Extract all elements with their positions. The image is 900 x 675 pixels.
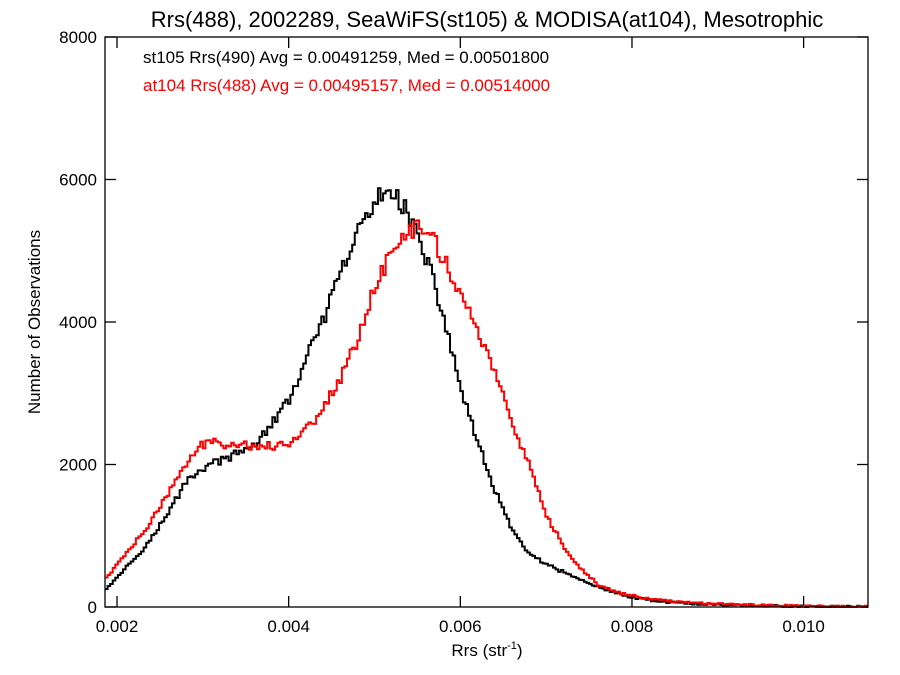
- x-axis-label: Rrs (str-1): [451, 640, 522, 660]
- legend-entry-at104: at104 Rrs(488) Avg = 0.00495157, Med = 0…: [143, 76, 550, 95]
- plot-frame: [104, 36, 869, 608]
- chart-title: Rrs(488), 2002289, SeaWiFS(st105) & MODI…: [151, 7, 824, 32]
- x-axis-label-main: Rrs (str: [451, 641, 507, 660]
- legend: st105 Rrs(490) Avg = 0.00491259, Med = 0…: [143, 48, 550, 95]
- y-axis-label: Number of Observations: [25, 230, 44, 414]
- x-tick-label: 0.008: [611, 617, 654, 636]
- x-axis-ticks: 0.002 0.004 0.006 0.008 0.010: [96, 37, 825, 636]
- x-axis-label-close: ): [517, 641, 523, 660]
- y-tick-label: 2000: [59, 456, 97, 475]
- y-tick-label: 4000: [59, 313, 97, 332]
- legend-entry-st105: st105 Rrs(490) Avg = 0.00491259, Med = 0…: [143, 48, 549, 67]
- y-tick-label: 6000: [59, 171, 97, 190]
- x-tick-label: 0.002: [96, 617, 139, 636]
- y-tick-label: 0: [88, 598, 97, 617]
- x-tick-label: 0.004: [267, 617, 310, 636]
- y-axis-ticks: 0 2000 4000 6000 8000: [59, 28, 868, 617]
- x-tick-label: 0.010: [782, 617, 825, 636]
- series-layer: [105, 187, 869, 608]
- x-axis-label-superscript: -1: [507, 640, 517, 652]
- series-at104-line: [105, 219, 869, 608]
- x-tick-label: 0.006: [439, 617, 482, 636]
- y-tick-label: 8000: [59, 28, 97, 47]
